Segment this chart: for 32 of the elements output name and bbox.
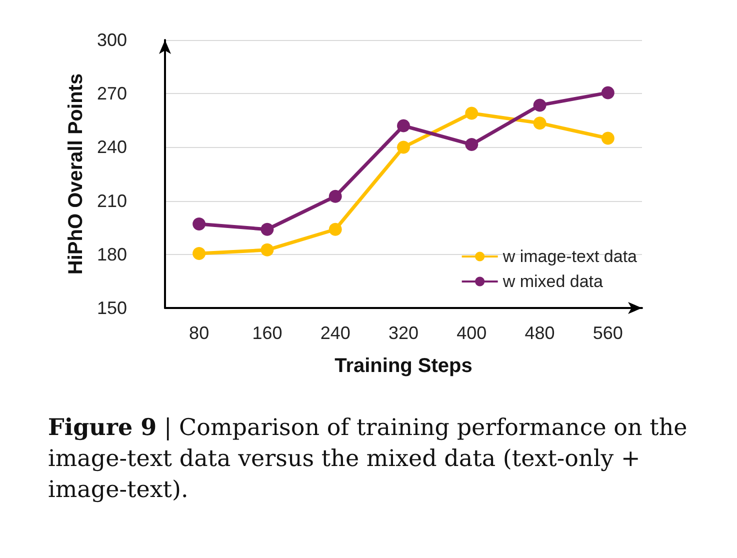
point (192, 218, 206, 231)
point (192, 247, 206, 260)
y-tick-label: 150 (96, 298, 127, 318)
point (601, 86, 614, 100)
point (260, 243, 274, 256)
point (533, 116, 546, 130)
y-axis-title: HiPhO Overall Points (65, 73, 88, 275)
point (601, 132, 614, 145)
x-axis-title: Training Steps (334, 355, 472, 377)
x-tick-label: 480 (524, 323, 555, 343)
caption: Figure 9 | Comparison of training performance on the image-text data versus the mixed data (text-only + image-text). (48, 413, 688, 505)
y-tick-label: 300 (96, 30, 127, 50)
y-tick-label: 270 (96, 84, 127, 104)
point (465, 106, 478, 120)
point (260, 222, 274, 236)
x-tick-label: 400 (456, 323, 487, 343)
point (465, 138, 478, 152)
point (328, 190, 342, 203)
point (328, 222, 342, 236)
y-tick-label: 240 (96, 137, 127, 158)
x-tick-label: 320 (388, 323, 419, 343)
y-tick-label: 180 (96, 244, 127, 264)
point (397, 140, 410, 154)
point (533, 98, 546, 112)
x-tick-label: 80 (189, 323, 210, 343)
point (397, 119, 410, 132)
y-tick-label: 210 (96, 190, 127, 211)
x-tick-label: 160 (252, 323, 282, 343)
legend-label: w image-text data (502, 247, 638, 266)
x-tick-label: 240 (320, 323, 350, 343)
x-tick-label: 560 (592, 323, 623, 343)
legend-label: w mixed data (502, 272, 604, 291)
